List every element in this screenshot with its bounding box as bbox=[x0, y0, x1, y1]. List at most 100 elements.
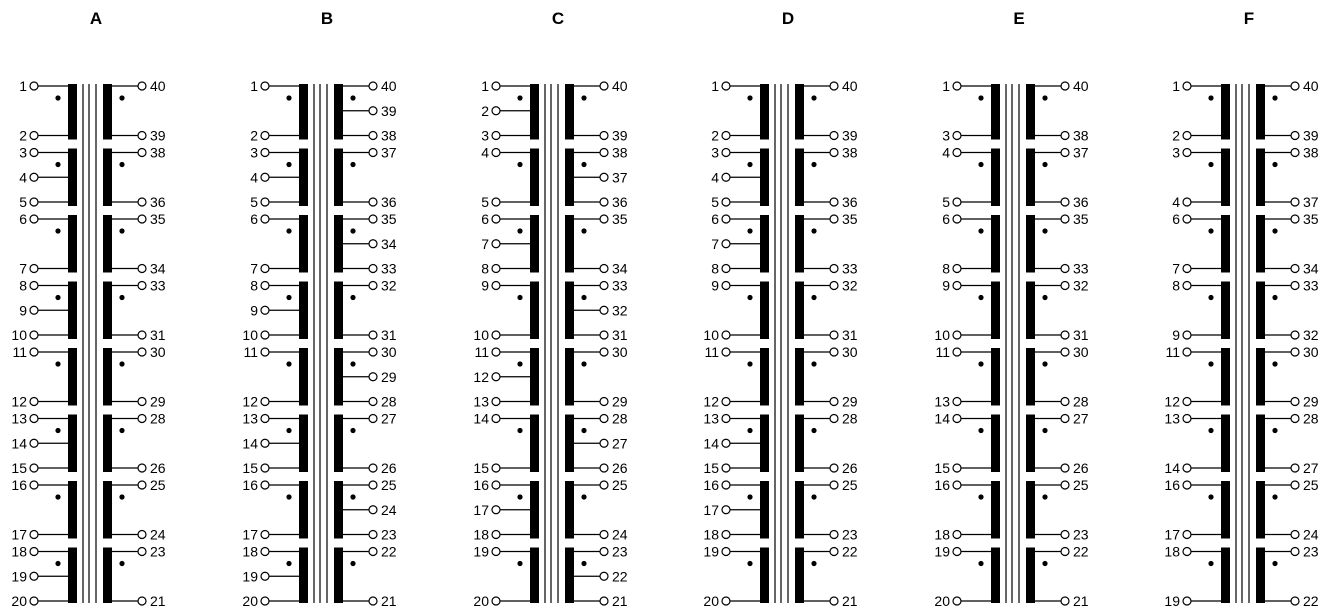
terminal-circle bbox=[1182, 197, 1192, 207]
terminal-circle bbox=[368, 480, 378, 490]
pin-label: 30 bbox=[1303, 344, 1319, 360]
pin-label: 34 bbox=[612, 261, 628, 277]
winding-gap bbox=[529, 405, 540, 415]
polarity-dot bbox=[55, 427, 61, 434]
terminal-circle bbox=[137, 529, 147, 540]
column-label: F bbox=[1244, 9, 1254, 28]
pin-label: 18 bbox=[1164, 544, 1180, 560]
terminal-circle bbox=[1290, 280, 1300, 291]
terminal-circle bbox=[721, 172, 731, 182]
terminal-circle bbox=[260, 347, 270, 357]
pin-label: 6 bbox=[250, 211, 258, 227]
pin-4: 4 bbox=[711, 169, 760, 185]
winding-gap bbox=[102, 538, 113, 548]
pin-2: 2 bbox=[250, 128, 299, 144]
terminal-circle bbox=[260, 330, 270, 340]
pin-label: 7 bbox=[711, 236, 719, 252]
polarity-dot bbox=[581, 427, 587, 434]
pin-20: 20 bbox=[473, 593, 530, 609]
pin-label: 35 bbox=[612, 211, 628, 227]
pin-34: 34 bbox=[574, 261, 628, 277]
pin-label: 16 bbox=[934, 477, 950, 493]
pin-label: 11 bbox=[935, 344, 950, 360]
winding-gap bbox=[1255, 339, 1266, 348]
terminal-circle bbox=[491, 280, 501, 291]
terminal-circle bbox=[260, 413, 270, 424]
pin-1: 1 bbox=[711, 78, 760, 101]
winding-gap bbox=[67, 405, 78, 415]
terminal-circle bbox=[829, 347, 839, 357]
terminal-circle bbox=[952, 546, 962, 557]
terminal-circle bbox=[1060, 413, 1070, 424]
pin-label: 5 bbox=[19, 194, 27, 210]
pin-2: 2 bbox=[1172, 128, 1221, 144]
pin-40: 40 bbox=[112, 78, 166, 101]
pin-38: 38 bbox=[1035, 128, 1089, 144]
pin-label: 10 bbox=[934, 327, 950, 343]
pin-22: 22 bbox=[574, 568, 628, 584]
pin-5: 5 bbox=[250, 194, 299, 210]
pin-label: 32 bbox=[612, 302, 628, 318]
pin-label: 18 bbox=[934, 527, 950, 543]
polarity-dot bbox=[350, 560, 356, 567]
pin-label: 14 bbox=[242, 435, 258, 451]
pin-9: 9 bbox=[250, 302, 299, 318]
polarity-dot bbox=[350, 294, 356, 301]
terminal-circle bbox=[1290, 596, 1300, 606]
terminal-circle bbox=[599, 263, 609, 274]
pin-6: 6 bbox=[942, 211, 991, 234]
terminal-circle bbox=[721, 81, 731, 91]
terminal-circle bbox=[829, 147, 839, 158]
terminal-circle bbox=[721, 197, 731, 207]
pin-label: 18 bbox=[703, 527, 719, 543]
polarity-dot bbox=[286, 494, 292, 500]
pin-28: 28 bbox=[343, 394, 397, 410]
pin-label: 40 bbox=[1303, 78, 1319, 94]
terminal-circle bbox=[952, 413, 962, 424]
terminal-circle bbox=[599, 438, 609, 448]
pin-label: 32 bbox=[1073, 278, 1089, 294]
terminal-circle bbox=[599, 130, 609, 141]
polarity-dot bbox=[978, 427, 984, 434]
winding-gap bbox=[1025, 139, 1036, 149]
pin-label: 40 bbox=[612, 78, 628, 94]
pin-label: 23 bbox=[612, 544, 628, 560]
polarity-dot bbox=[747, 361, 753, 367]
pin-25: 25 bbox=[343, 477, 397, 500]
polarity-dot bbox=[55, 95, 61, 101]
pin-label: 40 bbox=[381, 78, 397, 94]
winding-gap bbox=[794, 472, 805, 481]
pin-13: 13 bbox=[703, 411, 760, 434]
pin-label: 21 bbox=[150, 593, 166, 609]
terminal-circle bbox=[1060, 263, 1070, 274]
terminal-circle bbox=[721, 396, 731, 407]
pin-label: 2 bbox=[19, 128, 27, 144]
terminal-circle bbox=[952, 480, 962, 490]
pin-label: 38 bbox=[1303, 145, 1319, 161]
pin-30: 30 bbox=[112, 344, 166, 367]
winding-gap bbox=[1220, 206, 1231, 215]
terminal-circle bbox=[260, 280, 270, 291]
polarity-dot bbox=[517, 228, 523, 234]
terminal-circle bbox=[29, 305, 39, 315]
winding-gap bbox=[759, 206, 770, 215]
pin-18: 18 bbox=[473, 527, 530, 543]
terminal-circle bbox=[260, 130, 270, 141]
terminal-circle bbox=[491, 396, 501, 407]
pin-label: 40 bbox=[1073, 78, 1089, 94]
terminal-circle bbox=[29, 529, 39, 540]
pin-32: 32 bbox=[1265, 327, 1319, 343]
terminal-circle bbox=[368, 147, 378, 158]
terminal-circle bbox=[29, 480, 39, 490]
terminal-circle bbox=[137, 596, 147, 606]
pin-label: 27 bbox=[381, 411, 397, 427]
polarity-dot bbox=[1272, 494, 1278, 500]
pin-21: 21 bbox=[343, 593, 397, 609]
pin-23: 23 bbox=[1265, 544, 1319, 567]
polarity-dot bbox=[747, 494, 753, 500]
pin-label: 8 bbox=[1172, 278, 1180, 294]
pin-12: 12 bbox=[11, 394, 68, 410]
polarity-dot bbox=[1272, 95, 1278, 101]
pin-14: 14 bbox=[934, 411, 991, 434]
winding-gap bbox=[333, 472, 344, 481]
